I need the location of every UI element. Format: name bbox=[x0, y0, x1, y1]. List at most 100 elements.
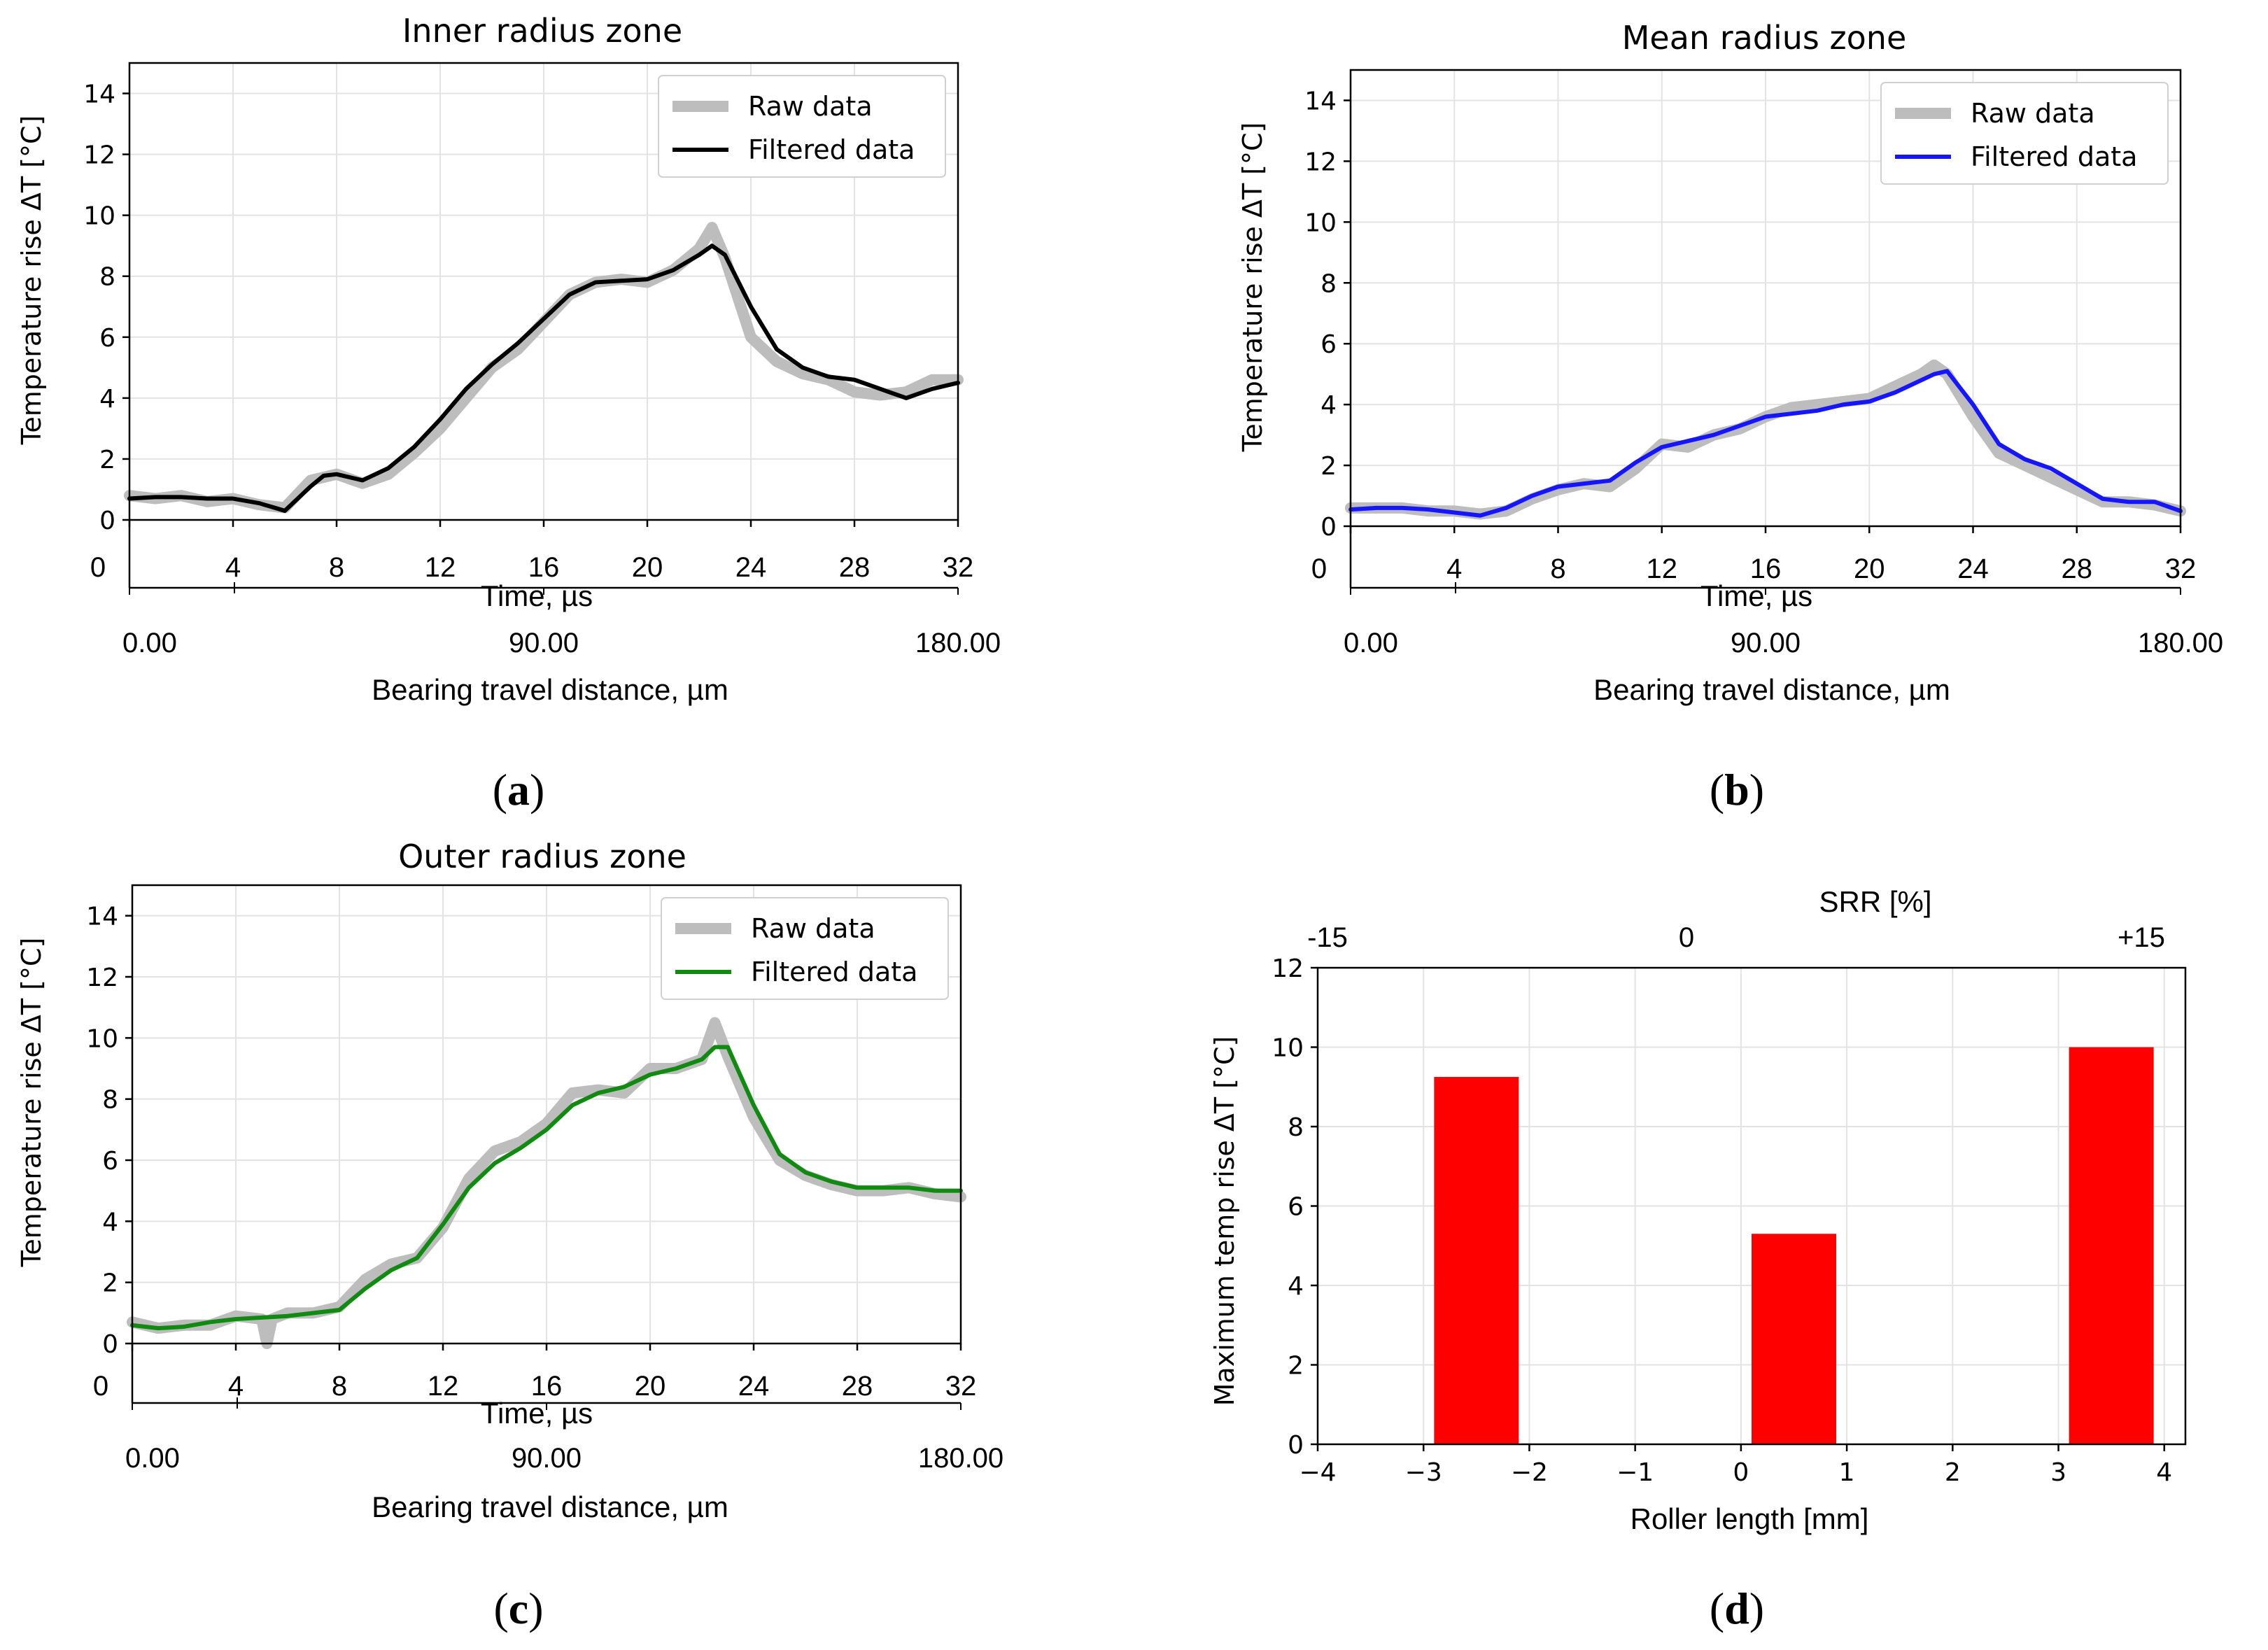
panel-c-y-tick-label: 10 bbox=[86, 1024, 118, 1053]
panel-c-series-filtered-data bbox=[130, 1045, 963, 1331]
panel-c-y-tick-label: 14 bbox=[86, 903, 118, 931]
panel-d-caption-letter: d bbox=[1724, 1584, 1749, 1633]
panel-b-y-tick-label: 8 bbox=[1320, 269, 1337, 298]
panel-c-x-tick-label: 28 bbox=[842, 1371, 873, 1402]
panel-a-x-tick-label: 12 bbox=[425, 552, 456, 583]
panel-a-y-tick-label: 14 bbox=[83, 80, 115, 109]
panel-c-series-raw-data bbox=[127, 1017, 966, 1349]
panel-a-x-axis-label: Time, µs bbox=[481, 579, 593, 612]
panel-a-x-tick-label: 16 bbox=[528, 552, 560, 583]
panel-b-y-tick-label: 12 bbox=[1304, 148, 1337, 176]
panel-b-y-axis-label: Temperature rise ΔT [°C] bbox=[1237, 122, 1268, 453]
panel-b-x-tick-label: 4 bbox=[1446, 553, 1462, 584]
panel-c-legend-box bbox=[661, 897, 949, 1000]
panel-b-y-tick-label: 2 bbox=[1320, 452, 1337, 481]
panel-c-x-axis-label: Time, µs bbox=[481, 1397, 593, 1430]
panel-c-caption-letter: c bbox=[509, 1584, 528, 1633]
panel-c-y-tick-label: 2 bbox=[102, 1269, 118, 1298]
panel-d-x-tick-label: 1 bbox=[1839, 1458, 1855, 1487]
panel-d-bar bbox=[2069, 1047, 2154, 1444]
panel-c-secondary-tick-label: 90.00 bbox=[512, 1443, 582, 1474]
panel-d-y-tick-label: 2 bbox=[1288, 1352, 1304, 1381]
panel-b-secondary-x-axis-label: Bearing travel distance, µm bbox=[1593, 673, 1950, 706]
panel-a-y-tick-label: 0 bbox=[99, 507, 115, 535]
panel-a-x-tick-label: 32 bbox=[943, 552, 974, 583]
panel-c-x-tick-label: 4 bbox=[228, 1371, 244, 1402]
panel-a-secondary-tick-label: 90.00 bbox=[509, 628, 579, 658]
panel-d-x-tick-label: 4 bbox=[2156, 1458, 2172, 1487]
panel-a-y-tick-label: 10 bbox=[83, 202, 115, 231]
panel-b-x-tick-label: 32 bbox=[2165, 553, 2197, 584]
panel-a-x-tick-label: 20 bbox=[632, 552, 663, 583]
panel-a-legend-filtered-label: Filtered data bbox=[748, 134, 915, 165]
panel-b-x-axis-label: Time, µs bbox=[1700, 579, 1812, 612]
panel-c-caption: (c) bbox=[493, 1584, 543, 1633]
panel-d-y-tick-label: 6 bbox=[1288, 1193, 1304, 1222]
panel-a-secondary-tick-label: 180.00 bbox=[915, 628, 1001, 658]
panel-d-secondary-tick-label: 0 bbox=[1679, 922, 1694, 953]
panel-b-y-tick-label: 14 bbox=[1304, 87, 1337, 115]
panel-d-x-tick-label: 3 bbox=[2050, 1458, 2066, 1487]
panel-b-y-tick-label: 10 bbox=[1304, 209, 1337, 237]
panel-a-y-tick-label: 8 bbox=[99, 263, 115, 292]
panel-c-secondary-x-axis-label: Bearing travel distance, µm bbox=[372, 1490, 728, 1523]
panel-d-secondary-tick-label: +15 bbox=[2118, 922, 2165, 953]
panel-c-x-tick-label: 24 bbox=[738, 1371, 770, 1402]
panel-c-x-tick-label: 0 bbox=[93, 1371, 108, 1402]
panel-a-secondary-tick-label: 0.00 bbox=[122, 628, 177, 658]
panel-a-x-tick-label: 24 bbox=[735, 552, 767, 583]
panel-b-caption: (b) bbox=[1710, 765, 1764, 815]
panel-b-title: Mean radius zone bbox=[1622, 19, 1907, 57]
panel-b-x-tick-label: 16 bbox=[1750, 553, 1782, 584]
panel-a-y-tick-label: 6 bbox=[99, 324, 115, 353]
panel-b-secondary-tick-label: 180.00 bbox=[2138, 628, 2223, 658]
panel-d-y-tick-label: 8 bbox=[1288, 1113, 1304, 1142]
panel-c-title: Outer radius zone bbox=[398, 838, 686, 875]
panel-d-x-tick-label: −2 bbox=[1511, 1458, 1548, 1487]
panel-b-x-tick-label: 28 bbox=[2062, 553, 2093, 584]
panel-c-y-tick-label: 0 bbox=[102, 1330, 118, 1359]
panel-a-caption-letter: a bbox=[507, 765, 530, 815]
panel-d-y-axis-label: Maximum temp rise ΔT [°C] bbox=[1209, 1036, 1240, 1406]
panel-c-x-tick-label: 16 bbox=[531, 1371, 563, 1402]
panel-a-x-tick-label: 28 bbox=[839, 552, 871, 583]
panel-a-caption: (a) bbox=[493, 765, 545, 815]
panel-c-y-tick-label: 12 bbox=[86, 964, 118, 992]
panel-b-y-tick-label: 6 bbox=[1320, 330, 1337, 359]
panel-b-y-tick-label: 0 bbox=[1320, 513, 1337, 542]
panel-d-x-tick-label: 2 bbox=[1945, 1458, 1961, 1487]
panel-d-x-tick-label: −4 bbox=[1299, 1458, 1336, 1487]
panel-b-caption-letter: b bbox=[1724, 765, 1749, 815]
panel-c-x-tick-label: 32 bbox=[945, 1371, 977, 1402]
panel-a-x-tick-label: 8 bbox=[329, 552, 344, 583]
panel-c-y-tick-label: 4 bbox=[102, 1208, 118, 1236]
panel-d-bar bbox=[1434, 1077, 1519, 1444]
panel-d-caption: (d) bbox=[1710, 1584, 1764, 1633]
panel-b-x-tick-label: 24 bbox=[1957, 553, 1989, 584]
panel-c-y-tick-label: 6 bbox=[102, 1147, 118, 1176]
panel-d-x-tick-label: −1 bbox=[1617, 1458, 1654, 1487]
panel-c-y-tick-label: 8 bbox=[102, 1086, 118, 1115]
panel-a-legend-raw-label: Raw data bbox=[748, 91, 873, 122]
panel-d-y-tick-label: 0 bbox=[1288, 1431, 1304, 1460]
panel-c-secondary-tick-label: 180.00 bbox=[918, 1443, 1003, 1474]
panel-b-legend-filtered-label: Filtered data bbox=[1971, 141, 2137, 172]
panel-b-y-tick-label: 4 bbox=[1320, 391, 1337, 420]
panel-b-series-filtered-data bbox=[1348, 369, 2183, 518]
panel-a-y-tick-label: 2 bbox=[99, 446, 115, 474]
panel-d-x-tick-label: 0 bbox=[1733, 1458, 1749, 1487]
panel-b-legend-box bbox=[1880, 82, 2169, 185]
panel-d-secondary-tick-label: -15 bbox=[1307, 922, 1348, 953]
panel-b-x-tick-label: 12 bbox=[1647, 553, 1678, 584]
panel-d-x-axis-label: Roller length [mm] bbox=[1630, 1502, 1869, 1535]
panel-c-legend-filtered-label: Filtered data bbox=[751, 957, 917, 987]
panel-c-x-tick-label: 12 bbox=[428, 1371, 459, 1402]
panel-c-legend-raw-label: Raw data bbox=[751, 913, 875, 944]
panel-d-secondary-x-axis-label: SRR [%] bbox=[1819, 885, 1931, 918]
